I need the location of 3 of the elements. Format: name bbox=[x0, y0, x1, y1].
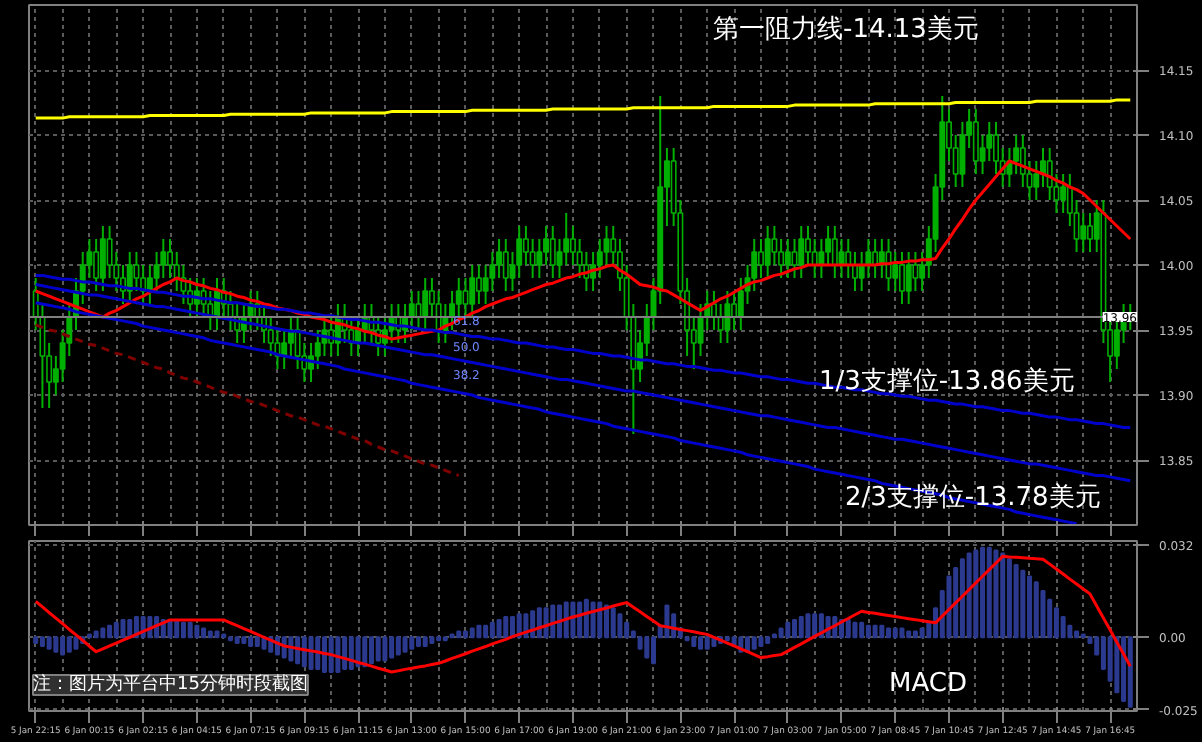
annotation: 第一阻力线-14.13美元 bbox=[713, 13, 979, 45]
annotation: 注：图片为平台中15分钟时段截图 bbox=[33, 673, 308, 695]
annotation: MACD bbox=[889, 669, 967, 699]
